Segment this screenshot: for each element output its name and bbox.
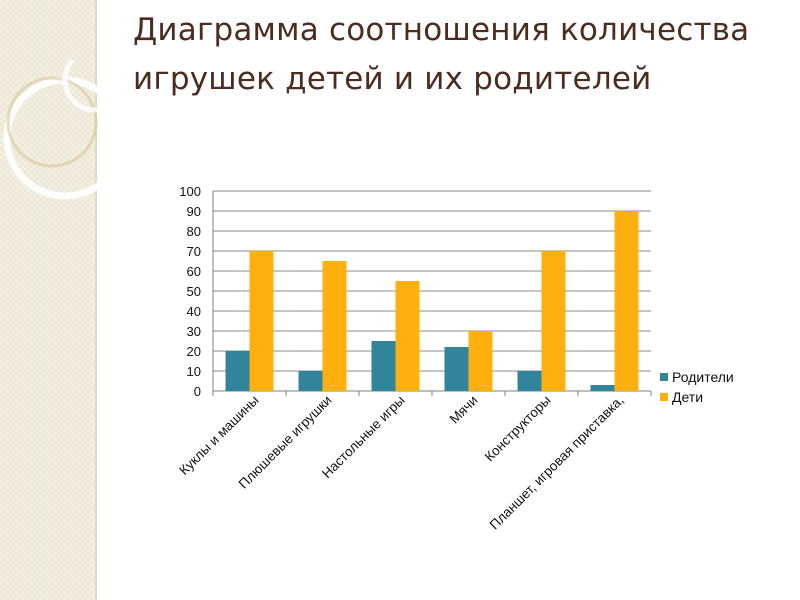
y-tick-label: 30 (187, 324, 201, 339)
bar-parents (225, 351, 250, 391)
x-category-label: Конструкторы (482, 393, 554, 465)
bar-parents (517, 371, 542, 391)
y-tick-label: 10 (187, 364, 201, 379)
legend-swatch (660, 393, 668, 401)
y-tick-label: 100 (179, 184, 201, 199)
legend-label: Дети (672, 389, 703, 405)
legend-swatch (660, 373, 668, 381)
y-tick-label: 80 (187, 224, 201, 239)
bar-children (322, 261, 347, 391)
x-category-label: Настольные игры (319, 393, 408, 482)
slide-title: Диаграмма соотношения количества игрушек… (133, 12, 750, 97)
bar-parents (298, 371, 323, 391)
bar-children (541, 251, 566, 391)
decorative-side-strip (0, 0, 95, 600)
y-tick-label: 20 (187, 344, 201, 359)
x-category-label: Мячи (447, 393, 481, 427)
bar-children (249, 251, 274, 391)
bar-parents (590, 385, 615, 391)
decorative-ring-inner (6, 76, 98, 168)
y-tick-label: 90 (187, 204, 201, 219)
legend-label: Родители (672, 369, 734, 385)
y-tick-label: 0 (194, 384, 201, 399)
side-strip-edge (95, 0, 97, 600)
y-tick-label: 50 (187, 284, 201, 299)
bar-children (614, 211, 639, 391)
y-tick-label: 70 (187, 244, 201, 259)
bar-parents (444, 347, 469, 391)
decorative-ring-small (62, 60, 128, 113)
y-tick-label: 40 (187, 304, 201, 319)
y-tick-label: 60 (187, 264, 201, 279)
bar-children (468, 331, 493, 391)
decorative-rings (3, 60, 128, 200)
x-category-label: Куклы и машины (176, 393, 261, 478)
bar-parents (371, 341, 396, 391)
x-category-label: Планшет, игровая приставка, (487, 393, 627, 533)
bar-children (395, 281, 420, 391)
